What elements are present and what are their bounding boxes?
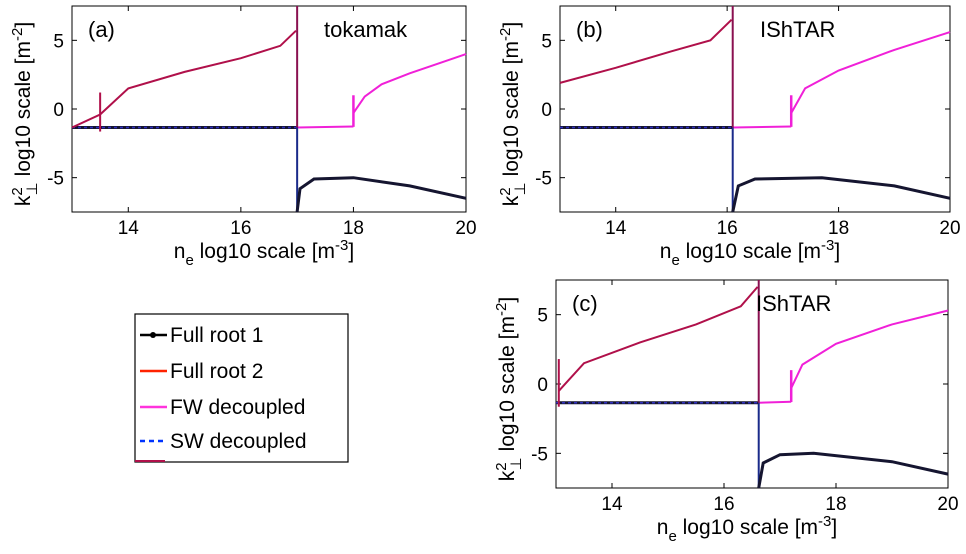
panel-c-ylabel-unit-sup: -2 <box>493 303 510 316</box>
panel-c-ylabel-sub: ⊥ <box>508 457 525 470</box>
panel-a-ylabel-main: k <box>12 195 35 206</box>
panel-b-ytick-label: 5 <box>541 31 552 52</box>
panel-a-xtick-label: 20 <box>455 218 476 239</box>
panel-c-fw-decoupled-curve <box>790 309 949 389</box>
panel-b-x-axis-label: ne log10 scale [m-3] <box>660 237 840 269</box>
panel-c-ytick-label: -5 <box>531 444 548 465</box>
panel-c-xtick-label: 20 <box>937 494 958 515</box>
panel-b-ylabel-end: ] <box>500 22 523 28</box>
panel-b-xlabel-main: n <box>660 240 672 263</box>
panel-c-xlabel-sup: -3 <box>818 513 831 530</box>
panel-c-panel-label: (c) <box>572 291 598 316</box>
panel-a-ylabel-sub: ⊥ <box>24 182 41 195</box>
panel-a-ytick-label: 0 <box>53 100 64 121</box>
panel-c-xtick-label: 18 <box>825 494 846 515</box>
panel-b-full-root-1-curve <box>731 176 951 213</box>
panel-a-y-axis-label: k2⊥ log10 scale [m-2] <box>9 22 41 206</box>
panel-c-xlabel-rest: log10 scale [m <box>677 516 818 539</box>
panel-a-ytick-label: 5 <box>53 31 64 52</box>
panel-a-xlabel-end: ] <box>348 240 354 263</box>
panel-c-full-root-1-curve <box>757 451 949 489</box>
panel-b-xtick-label: 16 <box>717 218 738 239</box>
panel-c-fw-flat-segment <box>758 400 792 404</box>
panel-c-ylabel-main: k <box>496 470 519 481</box>
panel-a-fw-decoupled-curve <box>352 53 467 114</box>
legend-box <box>134 313 349 463</box>
panel-b-xlabel-sup: -3 <box>821 237 834 254</box>
panel-a-panel-label: (a) <box>88 17 115 42</box>
legend-item-full-root-1: Full root 1 <box>140 324 263 347</box>
panel-c-y-axis-label: k2⊥ log10 scale [m-2] <box>493 297 525 481</box>
panel-b-plot-frame <box>559 5 951 213</box>
panel-b-panel-label: (b) <box>576 17 603 42</box>
panel-a-ytick-label: -5 <box>47 169 64 190</box>
panel-c-ylabel-end: ] <box>496 297 519 303</box>
panel-b-xlabel-sub: e <box>671 252 679 269</box>
panel-a-xlabel-rest: log10 scale [m <box>194 240 335 263</box>
panel-c-ylabel-rest: log10 scale [m <box>496 316 519 457</box>
panel-b-ylabel-sup: 2 <box>497 187 514 195</box>
legend-label-full-root-2: Full root 2 <box>170 360 263 383</box>
legend-marker-full-root-1 <box>150 332 156 338</box>
panel-a-ylabel-end: ] <box>12 22 35 28</box>
panel-c-x-axis-label: ne log10 scale [m-3] <box>657 513 837 545</box>
panel-b-xtick-label: 18 <box>828 218 849 239</box>
panel-c-xtick-label: 14 <box>601 494 623 515</box>
panel-c-xlabel-end: ] <box>831 516 837 539</box>
panel-c-xlabel-main: n <box>657 516 669 539</box>
panel-c-ytick-label: 0 <box>537 375 548 396</box>
panel-b-dataset-title: IShTAR <box>760 17 835 42</box>
panel-c-dataset-title: IShTAR <box>756 291 831 316</box>
panel-a-xtick-label: 16 <box>230 218 251 239</box>
legend-item-sw-decoupled: SW decoupled <box>140 430 307 453</box>
panel-b-xtick-label: 14 <box>605 218 627 239</box>
panel-b-ylabel-sub: ⊥ <box>512 182 529 195</box>
panel-a-plot-frame <box>71 5 467 213</box>
panel-a-xlabel-sub: e <box>185 252 193 269</box>
legend-item-full-root-2: Full root 2 <box>140 360 263 383</box>
panel-a-xlabel-sup: -3 <box>335 237 348 254</box>
panel-c-xtick-label: 16 <box>713 494 734 515</box>
panel-a-full-root-1-curve <box>295 176 467 213</box>
panel-a-ylabel-sup: 2 <box>9 187 26 195</box>
panel-b-fw-decoupled-curve <box>790 31 951 114</box>
panel-b-ytick-label: -5 <box>535 169 552 190</box>
panel-c-ylabel-sup: 2 <box>493 462 510 470</box>
panel-b-ytick-label: 0 <box>541 100 552 121</box>
panel-a-xtick-label: 18 <box>343 218 364 239</box>
panel-b-ylabel-unit-sup: -2 <box>497 28 514 41</box>
legend-label-full-root-1: Full root 1 <box>170 324 263 347</box>
panel-c-full-root-2-curve <box>558 286 759 392</box>
panel-a-x-axis-label: ne log10 scale [m-3] <box>174 237 354 269</box>
panel-b-full-root-2-curve <box>559 18 733 84</box>
legend-label-fw-decoupled: FW decoupled <box>170 396 305 419</box>
panel-c-ytick-label: 5 <box>537 306 548 327</box>
panel-b-y-axis-label: k2⊥ log10 scale [m-2] <box>497 22 529 206</box>
panel-b-fw-flat-segment <box>732 125 792 129</box>
panel-c-xlabel-sub: e <box>668 528 676 545</box>
panel-b-ylabel-rest: log10 scale [m <box>500 41 523 182</box>
legend: Full root 1 Full root 2 FW decoupled SW … <box>134 313 349 463</box>
panel-a-xtick-label: 14 <box>118 218 140 239</box>
panel-b-xlabel-end: ] <box>834 240 840 263</box>
panel-c-plot-frame <box>555 279 949 489</box>
panel-a-fw-flat-segment <box>297 125 354 129</box>
legend-label-sw-decoupled: SW decoupled <box>170 430 307 453</box>
legend-item-fw-decoupled: FW decoupled <box>140 396 305 419</box>
panel-b-xtick-label: 20 <box>939 218 960 239</box>
panel-a-ylabel-rest: log10 scale [m <box>12 41 35 182</box>
panel-b-xlabel-rest: log10 scale [m <box>680 240 821 263</box>
panel-a-dataset-title: tokamak <box>324 17 408 42</box>
panel-a-xlabel-main: n <box>174 240 186 263</box>
panel-a-ylabel-unit-sup: -2 <box>9 28 26 41</box>
panel-b-ylabel-main: k <box>500 195 523 206</box>
